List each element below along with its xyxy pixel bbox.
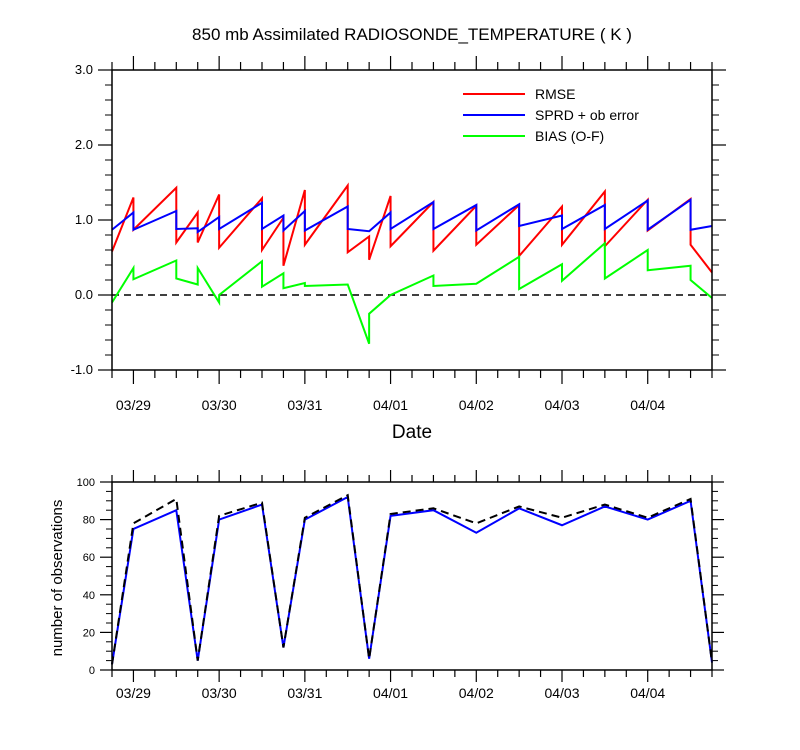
x-tick-label: 04/02 xyxy=(459,397,494,413)
x-tick-label: 03/29 xyxy=(116,397,151,413)
y-tick-label: 0.0 xyxy=(75,287,93,302)
legend-label: BIAS (O-F) xyxy=(535,128,604,144)
series-line-series-1 xyxy=(111,493,713,665)
series-lines xyxy=(111,182,713,345)
x-tick-label: 04/02 xyxy=(459,685,494,701)
y-tick-label: 60 xyxy=(83,552,95,564)
y-tick-label: 20 xyxy=(83,627,95,639)
x-tick-label: 03/30 xyxy=(202,397,237,413)
x-tick-label: 04/03 xyxy=(544,397,579,413)
y-axis-label: number of observations xyxy=(49,500,66,657)
top-tick-labels: -1.0 0.0 1.0 2.0 3.0 03/29 03/30 03/31 04/01 04/0… xyxy=(71,62,666,413)
x-tick-label: 03/31 xyxy=(287,397,322,413)
top-axis-ticks xyxy=(98,56,726,384)
top-plot-frame xyxy=(111,69,713,371)
y-tick-label: -1.0 xyxy=(71,362,93,377)
series-line-series-0 xyxy=(111,495,713,665)
bottom-plot-frame xyxy=(111,481,713,671)
legend-label: RMSE xyxy=(535,86,575,102)
y-tick-label: 0 xyxy=(89,665,95,677)
series-line-bias-o-f xyxy=(111,241,713,345)
chart-title: 850 mb Assimilated RADIOSONDE_TEMPERATUR… xyxy=(192,25,632,44)
y-tick-label: 1.0 xyxy=(75,212,93,227)
bottom-axis-ticks xyxy=(100,470,724,682)
x-tick-label: 04/01 xyxy=(373,397,408,413)
observation-count-chart: 0 20 40 60 80 100 03/29 03/30 03/31 04/01 04/02 04/… xyxy=(49,470,724,701)
observation-lines xyxy=(111,493,713,665)
x-tick-label: 04/03 xyxy=(544,685,579,701)
y-tick-label: 80 xyxy=(83,515,95,527)
series-line-rmse xyxy=(111,182,713,274)
y-tick-label: 100 xyxy=(77,477,95,489)
y-tick-label: 40 xyxy=(83,590,95,602)
y-tick-label: 2.0 xyxy=(75,137,93,152)
x-tick-label: 03/30 xyxy=(202,685,237,701)
bottom-tick-labels: 0 20 40 60 80 100 03/29 03/30 03/31 04/01 04/02 04/… xyxy=(77,477,666,701)
legend-label: SPRD + ob error xyxy=(535,107,639,123)
x-tick-label: 04/01 xyxy=(373,685,408,701)
x-tick-label: 04/04 xyxy=(630,685,665,701)
legend: RMSE SPRD + ob error BIAS (O-F) xyxy=(463,86,639,144)
series-line-sprd-ob-error xyxy=(111,197,713,234)
x-axis-label: Date xyxy=(392,422,432,443)
x-tick-label: 03/29 xyxy=(116,685,151,701)
rmse-spread-bias-chart: 850 mb Assimilated RADIOSONDE_TEMPERATUR… xyxy=(71,25,726,443)
x-tick-label: 03/31 xyxy=(287,685,322,701)
y-tick-label: 3.0 xyxy=(75,62,93,77)
x-tick-label: 04/04 xyxy=(630,397,665,413)
